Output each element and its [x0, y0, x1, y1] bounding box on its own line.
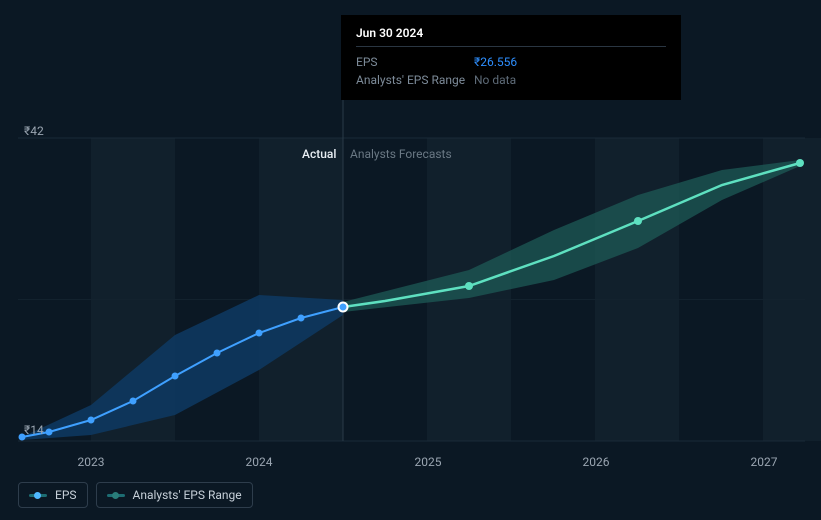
- tooltip-label: EPS: [356, 53, 474, 71]
- tooltip-value: No data: [474, 71, 516, 89]
- tooltip-date: Jun 30 2024: [356, 26, 666, 40]
- tooltip-row-range: Analysts' EPS Range No data: [356, 71, 666, 89]
- chart-tooltip: Jun 30 2024 EPS ₹26.556 Analysts' EPS Ra…: [341, 15, 681, 100]
- legend-dot-icon: [112, 492, 119, 499]
- section-label-forecast: Analysts Forecasts: [350, 147, 452, 161]
- x-axis-tick: 2026: [583, 455, 610, 469]
- x-axis-tick: 2024: [246, 455, 273, 469]
- y-axis-label-top: ₹42: [24, 124, 44, 138]
- eps-chart: Jun 30 2024 EPS ₹26.556 Analysts' EPS Ra…: [0, 0, 821, 520]
- legend-item[interactable]: Analysts' EPS Range: [96, 482, 253, 508]
- x-axis-tick: 2025: [415, 455, 442, 469]
- legend-label: EPS: [55, 488, 77, 502]
- y-axis-label-bottom: ₹14: [24, 423, 44, 437]
- tooltip-label: Analysts' EPS Range: [356, 71, 474, 89]
- tooltip-row-eps: EPS ₹26.556: [356, 53, 666, 71]
- legend-swatch-icon: [107, 494, 125, 497]
- legend-item[interactable]: EPS: [18, 482, 88, 508]
- x-axis-tick: 2027: [751, 455, 778, 469]
- tooltip-value: ₹26.556: [474, 53, 517, 71]
- tooltip-divider: [356, 46, 666, 47]
- legend-label: Analysts' EPS Range: [133, 488, 242, 502]
- x-axis-tick: 2023: [78, 455, 105, 469]
- legend-dot-icon: [34, 492, 41, 499]
- chart-legend: EPS Analysts' EPS Range: [18, 482, 253, 508]
- section-label-actual: Actual: [302, 147, 336, 161]
- legend-swatch-icon: [29, 494, 47, 497]
